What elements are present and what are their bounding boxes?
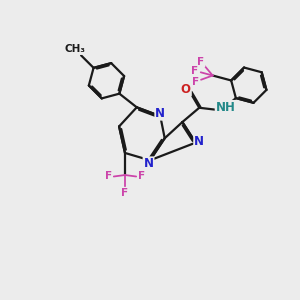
Text: F: F [192,77,199,87]
Text: NH: NH [216,101,236,114]
Text: F: F [105,172,112,182]
Text: F: F [122,188,128,198]
Text: N: N [194,135,204,148]
Text: N: N [143,157,154,170]
Text: F: F [138,172,145,182]
Text: N: N [155,107,165,120]
Text: F: F [191,66,199,76]
Text: O: O [181,82,191,95]
Text: CH₃: CH₃ [64,44,85,54]
Text: F: F [197,56,205,67]
